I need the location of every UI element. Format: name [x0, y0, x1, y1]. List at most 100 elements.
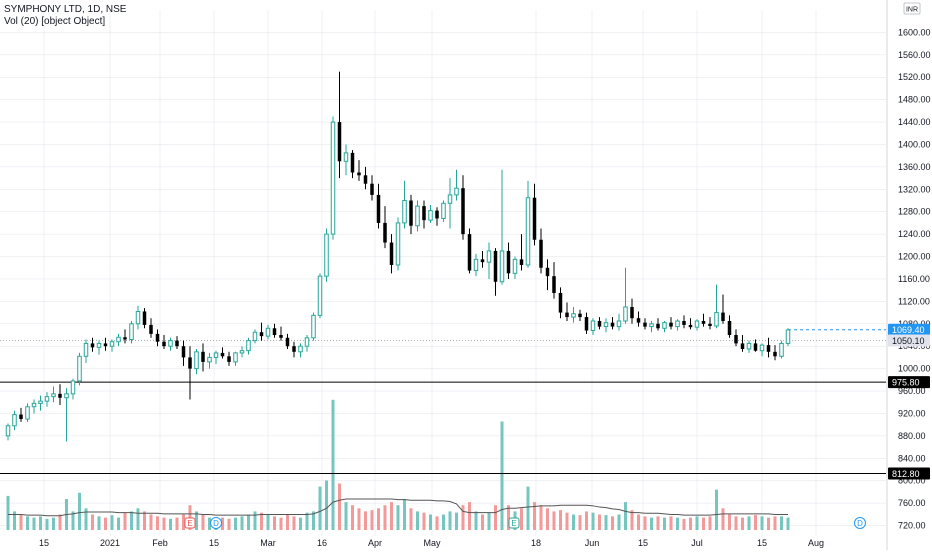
candle-body[interactable] — [441, 202, 446, 219]
candle-body[interactable] — [753, 343, 758, 351]
candle-body[interactable] — [343, 152, 349, 162]
candle-body[interactable] — [694, 320, 700, 328]
candle-body[interactable] — [610, 322, 615, 327]
candle-body[interactable] — [135, 310, 141, 325]
candle-body[interactable] — [350, 152, 355, 173]
candle-body[interactable] — [486, 250, 492, 263]
candle-body[interactable] — [25, 406, 30, 420]
candle-body[interactable] — [785, 329, 791, 344]
candle-body[interactable] — [532, 197, 537, 240]
candle-body[interactable] — [58, 393, 62, 398]
candle-body[interactable] — [5, 425, 11, 437]
candle-body[interactable] — [688, 324, 693, 328]
candle-body[interactable] — [603, 322, 609, 328]
candle-body[interactable] — [493, 250, 498, 282]
candle-body[interactable] — [272, 328, 277, 335]
candle-body[interactable] — [473, 258, 479, 272]
candle-body[interactable] — [669, 322, 673, 327]
candle-body[interactable] — [616, 320, 622, 328]
candle-body[interactable] — [499, 250, 505, 283]
candle-body[interactable] — [90, 343, 95, 348]
candle-body[interactable] — [759, 344, 765, 352]
candle-body[interactable] — [103, 343, 108, 347]
candle-body[interactable] — [662, 322, 667, 329]
candle-body[interactable] — [265, 327, 271, 337]
candle-body[interactable] — [578, 313, 582, 318]
candle-body[interactable] — [395, 222, 401, 266]
candle-body[interactable] — [337, 122, 342, 162]
candle-body[interactable] — [461, 188, 465, 235]
candle-body[interactable] — [447, 194, 453, 204]
candle-body[interactable] — [422, 206, 426, 221]
candle-body[interactable] — [201, 351, 205, 362]
candle-body[interactable] — [207, 356, 212, 363]
candle-body[interactable] — [584, 317, 589, 331]
candle-body[interactable] — [188, 357, 192, 369]
candle-body[interactable] — [77, 355, 82, 382]
candle-body[interactable] — [409, 200, 413, 226]
dividend-marker[interactable] — [854, 517, 866, 529]
candle-body[interactable] — [402, 200, 407, 224]
candle-body[interactable] — [317, 275, 323, 316]
candle-body[interactable] — [779, 342, 784, 357]
candle-body[interactable] — [746, 342, 752, 350]
candle-body[interactable] — [44, 396, 50, 402]
candle-body[interactable] — [292, 346, 296, 352]
candle-body[interactable] — [636, 318, 641, 323]
candle-body[interactable] — [142, 311, 147, 325]
candle-body[interactable] — [363, 175, 368, 184]
candle-body[interactable] — [239, 350, 245, 354]
candle-body[interactable] — [116, 336, 121, 343]
candle-body[interactable] — [519, 259, 524, 265]
candle-body[interactable] — [435, 210, 439, 219]
candle-body[interactable] — [480, 259, 485, 263]
candle-body[interactable] — [194, 351, 199, 370]
candle-body[interactable] — [571, 313, 576, 318]
candle-body[interactable] — [96, 342, 102, 348]
candle-body[interactable] — [330, 121, 336, 235]
candle-body[interactable] — [155, 333, 160, 342]
candle-body[interactable] — [129, 323, 134, 340]
candle-body[interactable] — [304, 337, 310, 347]
candle-body[interactable] — [64, 393, 69, 399]
candle-body[interactable] — [740, 343, 745, 350]
candle-body[interactable] — [376, 194, 381, 223]
candle-body[interactable] — [539, 239, 543, 268]
candle-body[interactable] — [181, 346, 186, 358]
candle-body[interactable] — [168, 340, 173, 347]
candle-body[interactable] — [51, 393, 56, 398]
candle-body[interactable] — [428, 210, 433, 221]
candle-body[interactable] — [590, 320, 596, 332]
candle-body[interactable] — [298, 345, 303, 353]
candle-body[interactable] — [213, 352, 219, 358]
candle-body[interactable] — [70, 380, 76, 395]
currency-badge[interactable] — [903, 2, 921, 15]
candle-body[interactable] — [227, 356, 231, 362]
candle-body[interactable] — [220, 352, 225, 357]
earnings-marker[interactable] — [184, 517, 196, 529]
candle-body[interactable] — [109, 341, 115, 347]
candle-body[interactable] — [525, 197, 531, 266]
candle-body[interactable] — [675, 320, 680, 328]
candle-body[interactable] — [643, 322, 647, 327]
candle-body[interactable] — [565, 312, 569, 318]
candle-body[interactable] — [649, 323, 654, 328]
candle-body[interactable] — [162, 341, 166, 347]
candle-body[interactable] — [285, 337, 290, 347]
candle-body[interactable] — [630, 306, 634, 319]
candle-body[interactable] — [83, 342, 89, 357]
candle-body[interactable] — [252, 331, 258, 342]
candle-body[interactable] — [734, 335, 738, 344]
candle-body[interactable] — [123, 337, 127, 340]
candle-body[interactable] — [175, 340, 179, 347]
candle-body[interactable] — [506, 250, 511, 274]
candle-body[interactable] — [324, 233, 329, 277]
candle-body[interactable] — [721, 312, 725, 321]
candle-body[interactable] — [773, 351, 777, 357]
candle-body[interactable] — [714, 312, 719, 327]
candle-body[interactable] — [357, 172, 361, 176]
candle-body[interactable] — [467, 234, 472, 271]
candle-body[interactable] — [545, 267, 550, 277]
